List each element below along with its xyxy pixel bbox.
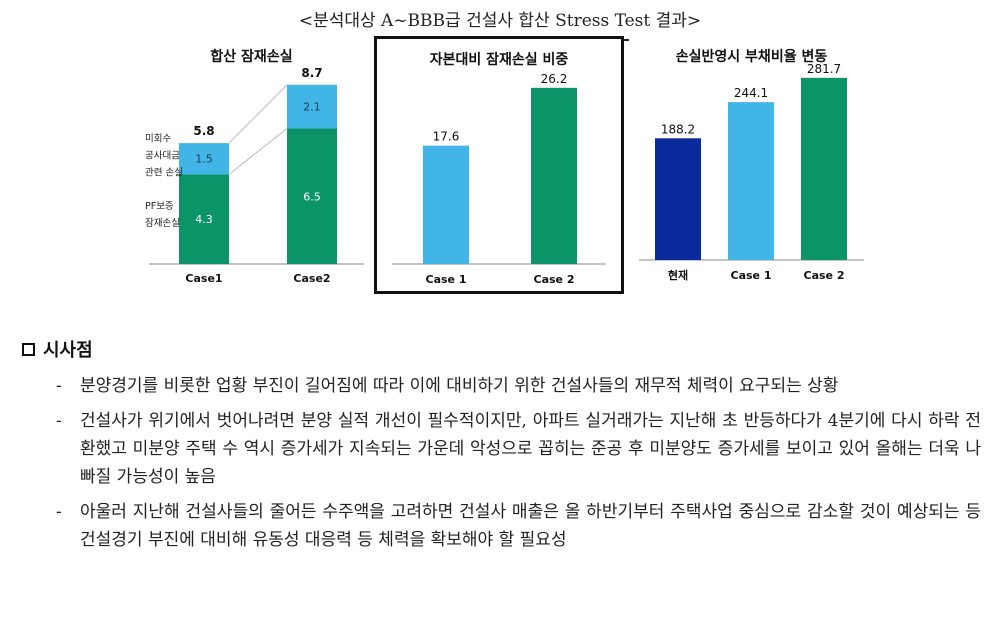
data-label: 6.5: [303, 190, 321, 203]
dash-marker: -: [56, 411, 62, 431]
chart-title: 자본대비 잠재손실 비중: [429, 52, 569, 68]
total-label: 8.7: [301, 66, 322, 80]
data-label: 2.1: [303, 101, 321, 114]
insight-item: - 아울러 지난해 건설사들의 줄어든 수주액을 고려하면 건설사 매출은 올 …: [56, 498, 981, 554]
bar-segment: [287, 84, 337, 129]
insight-text: 분양경기를 비롯한 업황 부진이 길어짐에 따라 이에 대비하기 위한 건설사들…: [80, 376, 839, 396]
data-label: 17.6: [433, 130, 460, 144]
data-label: 1.5: [195, 153, 213, 166]
chart-svg-capital-ratio: 17.6 Case 1 26.2 Case 2: [392, 72, 606, 286]
insights-list: - 분양경기를 비롯한 업황 부진이 길어짐에 따라 이에 대비하기 위한 건설…: [56, 372, 981, 561]
series-label: 미회수: [145, 134, 171, 145]
connector-line: [228, 84, 288, 144]
chart-panel-capital-ratio: 자본대비 잠재손실 비중 17.6 Case 1 26.2 Case 2: [374, 36, 624, 294]
bar: [801, 77, 847, 260]
x-tick-label: Case 2: [534, 273, 575, 286]
data-label: 281.7: [807, 62, 841, 76]
x-tick-label: Case 2: [804, 269, 845, 282]
x-tick-label: 현재: [668, 268, 688, 282]
data-label: 188.2: [661, 122, 695, 136]
page-title: <분석대상 A~BBB급 건설사 합산 Stress Test 결과>: [298, 11, 702, 31]
insight-item: - 건설사가 위기에서 벗어나려면 분양 실적 개선이 필수적이지만, 아파트 …: [56, 407, 981, 491]
bar: [531, 87, 577, 264]
insight-text: 아울러 지난해 건설사들의 줄어든 수주액을 고려하면 건설사 매출은 올 하반…: [80, 502, 981, 550]
insight-item: - 분양경기를 비롯한 업황 부진이 길어짐에 따라 이에 대비하기 위한 건설…: [56, 372, 981, 400]
series-label: 잠재손실: [145, 218, 180, 229]
insights-heading: 시사점: [22, 336, 93, 362]
connector-line: [228, 128, 288, 175]
insights-heading-text: 시사점: [43, 340, 93, 361]
dash-marker: -: [56, 502, 62, 522]
data-label: 4.3: [195, 213, 213, 226]
x-tick-label: Case 1: [426, 273, 467, 286]
bar-segment: [179, 174, 229, 264]
x-tick-label: Case1: [185, 272, 222, 285]
bar-segment: [179, 143, 229, 175]
bar: [728, 102, 774, 260]
series-label: 공사대금: [145, 151, 180, 162]
dash-marker: -: [56, 376, 62, 396]
checkbox-square-icon: [22, 342, 35, 356]
series-label: PF보증: [145, 201, 174, 212]
data-label: 244.1: [734, 86, 768, 100]
bar: [655, 138, 701, 260]
chart-svg-debt-ratio: 188.2 현재 244.1 Case 1 281.7 Case 2: [639, 62, 864, 282]
chart-title: 손실반영시 부채비율 변동: [675, 49, 828, 65]
bar-segment: [287, 128, 337, 264]
total-label: 5.8: [193, 124, 214, 138]
bar: [423, 145, 469, 264]
series-label: 관련 손실: [145, 168, 183, 179]
x-tick-label: Case 1: [731, 269, 772, 282]
x-tick-label: Case2: [293, 272, 330, 285]
insight-text: 건설사가 위기에서 벗어나려면 분양 실적 개선이 필수적이지만, 아파트 실거…: [80, 411, 981, 487]
data-label: 26.2: [541, 72, 568, 86]
chart-title: 합산 잠재손실: [210, 49, 293, 65]
chart-panel-debt-ratio: 손실반영시 부채비율 변동 188.2 현재 244.1 Case 1 281.7 Cas…: [629, 36, 874, 294]
